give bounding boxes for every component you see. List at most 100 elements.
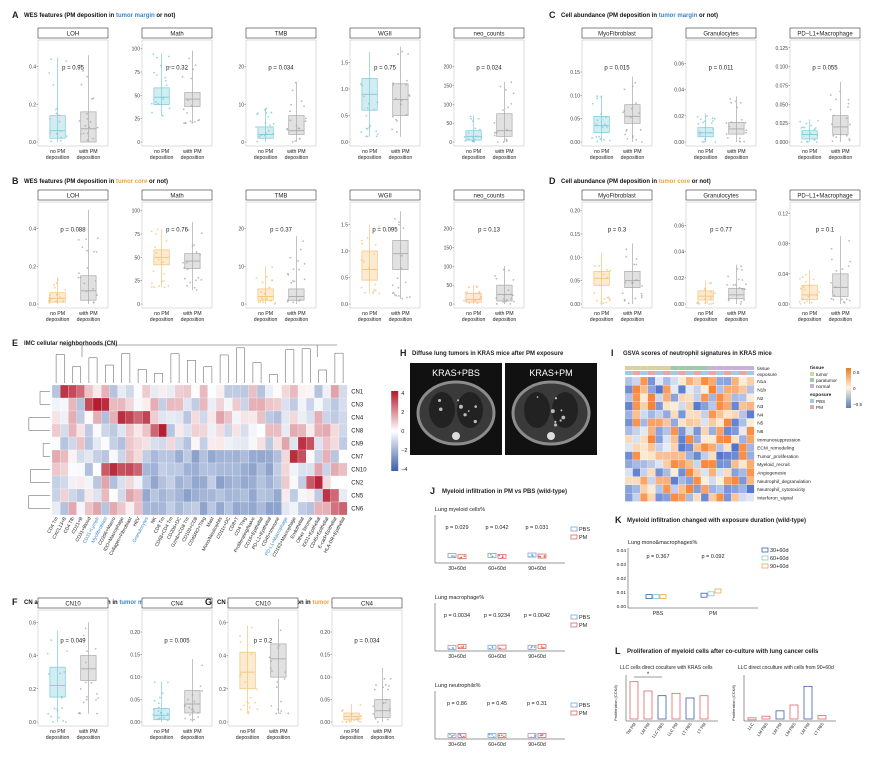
heatmap-cell <box>265 501 274 516</box>
ct-nodule <box>536 396 539 398</box>
gsva-cell <box>685 410 694 419</box>
heatmap-cell <box>330 475 340 490</box>
heatmap-cell <box>76 384 85 399</box>
row-label: CN6 <box>351 507 364 513</box>
point <box>279 712 282 715</box>
heatmap-cell <box>166 449 176 464</box>
point <box>363 95 366 98</box>
heatmap-cell <box>322 501 331 516</box>
heatmap-cell <box>109 488 118 503</box>
point <box>286 300 289 303</box>
point <box>270 704 273 707</box>
facet-strip <box>349 189 421 201</box>
point <box>299 137 301 140</box>
p-value: p = 0.1 <box>816 228 835 234</box>
gsva-cell <box>662 418 671 427</box>
box <box>49 666 66 698</box>
gsva-cell <box>632 451 641 461</box>
point <box>86 139 89 142</box>
dendro-branch <box>252 362 262 383</box>
heatmap-cell <box>297 449 307 464</box>
point <box>804 280 807 283</box>
point <box>239 635 241 638</box>
heatmap-cell <box>92 397 102 412</box>
group-label: deposition <box>493 317 517 323</box>
point <box>384 683 387 686</box>
point <box>258 136 261 138</box>
heatmap-cell <box>76 436 85 451</box>
heatmap-cell <box>224 410 233 425</box>
gsva-cell <box>731 435 740 444</box>
chart-subtitle: Lung myeloid cells% <box>435 507 485 513</box>
point <box>295 124 298 127</box>
heatmap-cell <box>158 475 167 490</box>
gsva-cell <box>700 476 709 486</box>
ct-nodule <box>438 407 443 412</box>
point <box>830 247 833 250</box>
point <box>596 140 599 143</box>
facet-title: neo_counts <box>473 32 504 38</box>
heatmap-cell <box>338 423 348 438</box>
heatmap-cell <box>125 410 135 425</box>
heatmap-cell <box>60 384 69 399</box>
point <box>472 298 475 301</box>
point <box>699 133 702 136</box>
gsva-cell <box>632 410 641 419</box>
group-label: deposition <box>150 155 174 161</box>
point <box>740 300 743 303</box>
box <box>392 240 409 270</box>
heatmap-cell <box>314 397 323 412</box>
p-value: p = 0.042 <box>485 525 508 531</box>
heatmap-cell <box>101 501 110 516</box>
point <box>501 556 504 559</box>
heatmap-cell <box>92 475 102 490</box>
point <box>188 57 191 60</box>
heatmap-cell <box>101 449 110 464</box>
point <box>702 121 705 124</box>
p-value: p = 0.0034 <box>444 613 470 619</box>
point <box>356 717 359 720</box>
point <box>263 133 266 136</box>
tick-label: 0.6 <box>219 620 226 626</box>
point <box>725 132 728 135</box>
point <box>86 650 88 653</box>
point <box>640 294 643 297</box>
heatmap-cell <box>289 410 299 425</box>
point <box>639 128 642 131</box>
heatmap-cell <box>76 488 85 503</box>
gsva-cell <box>655 418 664 427</box>
point <box>634 297 637 300</box>
gsva-cell <box>746 376 755 386</box>
gsva-cell <box>632 484 641 494</box>
point <box>462 645 465 648</box>
p-value: p = 0.367 <box>646 554 669 560</box>
point <box>158 717 161 720</box>
point <box>368 126 371 129</box>
legend-swatch <box>570 526 578 532</box>
tick-label: 0.4 <box>29 654 36 660</box>
heatmap-cell <box>150 397 159 412</box>
gsva-cell <box>647 476 656 486</box>
point <box>167 55 170 58</box>
annotation-exposure <box>632 371 641 375</box>
point <box>163 273 166 275</box>
point <box>56 107 59 110</box>
heatmap-cell <box>338 410 348 425</box>
point <box>831 290 834 293</box>
heatmap-cell <box>322 410 331 425</box>
group-label: no PM <box>154 149 169 155</box>
point <box>153 286 156 289</box>
point <box>606 126 608 128</box>
point <box>802 298 805 301</box>
gsva-cell <box>685 426 694 436</box>
facet-title: Granulocytes <box>703 32 738 38</box>
point <box>289 110 291 113</box>
point <box>640 292 643 295</box>
point <box>53 707 56 710</box>
point <box>378 292 381 295</box>
heatmap-cell <box>183 436 192 451</box>
point <box>346 715 349 718</box>
heatmap-cell <box>281 423 290 438</box>
point <box>56 709 59 712</box>
point <box>359 715 362 717</box>
